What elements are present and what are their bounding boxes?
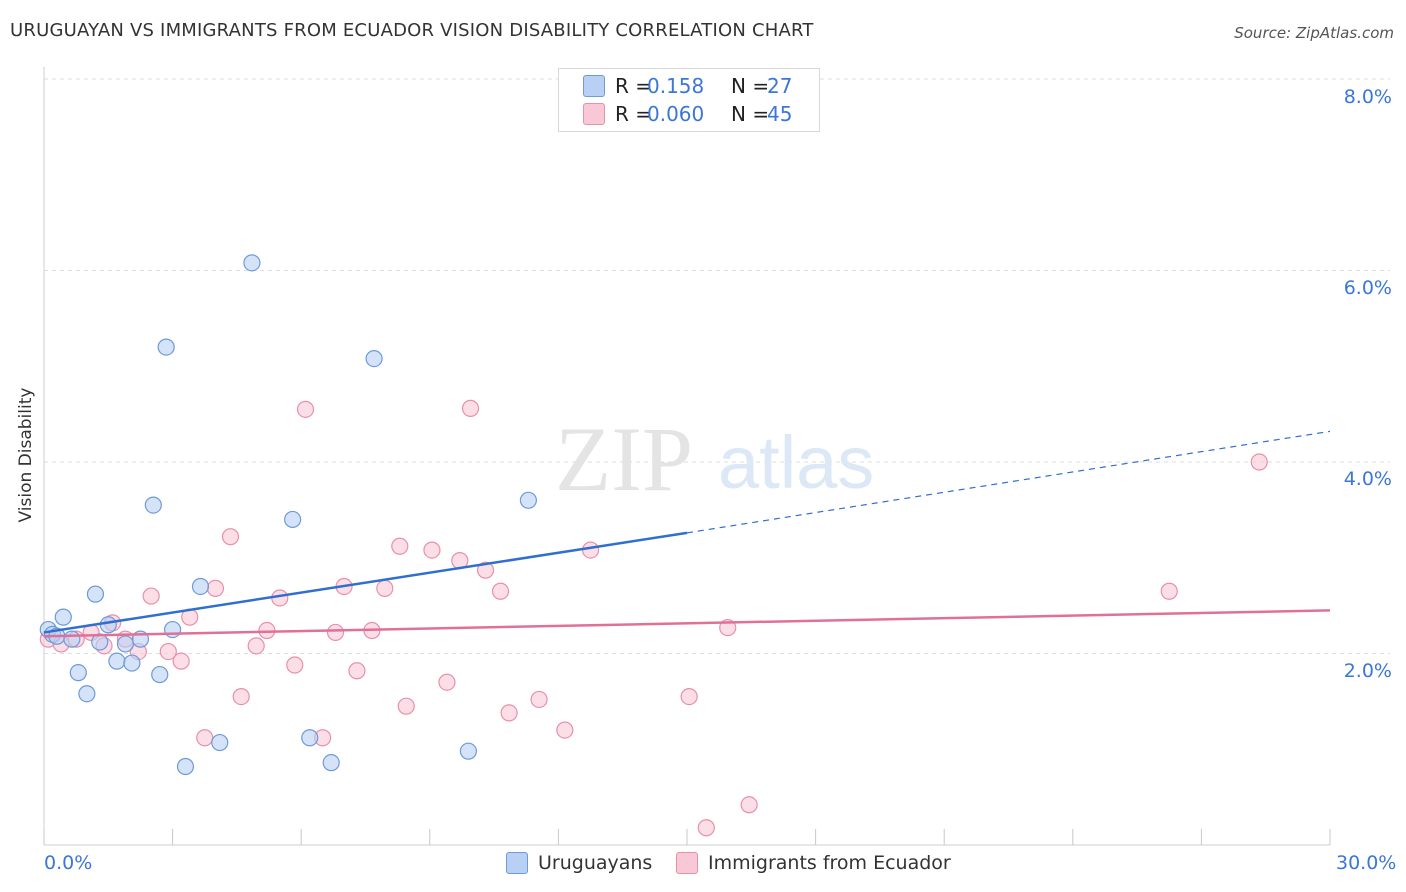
immigrants-point[interactable]: [391, 537, 409, 555]
immigrants-point[interactable]: [1160, 582, 1178, 600]
immigrants-point[interactable]: [348, 662, 366, 680]
legend-r-label: R =: [615, 102, 653, 126]
legend-item-uruguayans[interactable]: Uruguayans: [506, 852, 652, 874]
immigrants-point[interactable]: [172, 652, 190, 670]
y-tick-label-4: 4.0%: [1343, 468, 1392, 490]
immigrants-point[interactable]: [206, 579, 225, 597]
immigrants-point[interactable]: [438, 673, 456, 691]
uruguayans-point[interactable]: [211, 733, 229, 752]
uruguayans-point[interactable]: [322, 754, 340, 772]
legend-row-uruguayans: R = 0.158 N = 27: [583, 73, 815, 99]
immigrants-point[interactable]: [581, 541, 600, 559]
immigrants-point[interactable]: [680, 687, 698, 706]
immigrants-point[interactable]: [530, 690, 548, 709]
uruguayans-trend-line: [43, 531, 688, 634]
uruguayans-point[interactable]: [157, 338, 175, 356]
uruguayans-point[interactable]: [176, 757, 195, 776]
legend-label-immigrants: Immigrants from Ecuador: [708, 852, 951, 874]
immigrants-trend-line: [43, 609, 1331, 638]
legend-row-immigrants: R = 0.060 N = 45: [583, 101, 815, 127]
gridlines: [44, 78, 1390, 654]
uruguayans-point[interactable]: [519, 491, 537, 509]
series-uruguayans-points: [39, 254, 537, 776]
uruguayans-point[interactable]: [54, 608, 72, 626]
legend-n-label: N =: [731, 74, 770, 98]
legend-swatch-pink: [583, 103, 605, 125]
uruguayans-point[interactable]: [144, 496, 162, 514]
watermark: ZIP atlas: [555, 408, 874, 510]
legend-n-label: N =: [731, 102, 770, 126]
legend-n-value: 45: [767, 102, 793, 126]
immigrants-point[interactable]: [376, 579, 394, 597]
immigrants-point[interactable]: [461, 399, 480, 417]
immigrants-point[interactable]: [423, 541, 441, 559]
chart-title: URUGUAYAN VS IMMIGRANTS FROM ECUADOR VIS…: [10, 20, 814, 41]
immigrants-point[interactable]: [397, 697, 415, 715]
legend-n-value: 27: [767, 74, 793, 98]
immigrants-point[interactable]: [247, 637, 265, 655]
legend-r-label: R =: [615, 74, 653, 98]
immigrants-point[interactable]: [500, 704, 518, 722]
legend-label-uruguayans: Uruguayans: [538, 852, 653, 874]
immigrants-point[interactable]: [142, 587, 160, 605]
uruguayans-point[interactable]: [123, 654, 141, 672]
immigrants-point[interactable]: [556, 721, 574, 739]
legend-swatch-blue: [506, 852, 528, 874]
y-tick-label-2: 2.0%: [1343, 660, 1392, 682]
immigrants-point[interactable]: [286, 656, 304, 674]
uruguayans-point[interactable]: [78, 685, 96, 703]
stats-legend: R = 0.158 N = 27 R = 0.060 N = 45: [558, 68, 820, 132]
immigrants-point[interactable]: [196, 729, 214, 747]
uruguayans-point[interactable]: [459, 742, 477, 760]
uruguayans-point[interactable]: [301, 729, 319, 747]
immigrants-point[interactable]: [232, 687, 250, 706]
legend-r-value: 0.158: [647, 74, 705, 98]
legend-item-immigrants[interactable]: Immigrants from Ecuador: [676, 852, 951, 874]
uruguayans-point[interactable]: [69, 664, 87, 682]
trend-lines: [43, 430, 1331, 638]
uruguayans-point[interactable]: [164, 620, 182, 639]
immigrants-point[interactable]: [476, 561, 495, 579]
x-tick-label-max: 30.0%: [1336, 852, 1397, 874]
uruguayans-point[interactable]: [116, 635, 135, 653]
immigrants-point[interactable]: [159, 642, 177, 661]
uruguayans-point[interactable]: [108, 652, 126, 670]
immigrants-point[interactable]: [296, 400, 315, 418]
x-axis-ticks: [43, 829, 1331, 845]
uruguayans-point[interactable]: [99, 616, 117, 634]
immigrants-point[interactable]: [326, 623, 345, 642]
y-tick-label-8: 8.0%: [1343, 86, 1392, 108]
uruguayans-point[interactable]: [365, 349, 383, 368]
y-tick-label-6: 6.0%: [1343, 277, 1392, 299]
watermark-atlas: atlas: [718, 421, 874, 504]
immigrants-point[interactable]: [740, 796, 758, 814]
immigrants-point[interactable]: [1250, 453, 1268, 471]
uruguayans-point[interactable]: [284, 510, 302, 529]
x-tick-label-min: 0.0%: [44, 852, 93, 874]
watermark-zip: ZIP: [555, 408, 693, 510]
immigrants-point[interactable]: [221, 528, 240, 546]
source-label: Source: ZipAtlas.com: [1234, 24, 1394, 42]
uruguayans-point[interactable]: [63, 630, 81, 648]
uruguayans-point[interactable]: [151, 665, 169, 684]
legend-swatch-blue: [583, 75, 605, 97]
legend-r-value: 0.060: [647, 102, 705, 126]
uruguayans-point[interactable]: [86, 585, 105, 603]
immigrants-point[interactable]: [697, 819, 715, 837]
uruguayans-point[interactable]: [191, 577, 210, 596]
legend-swatch-pink: [676, 852, 698, 874]
immigrants-point[interactable]: [491, 582, 510, 600]
uruguayans-trend-extension: [686, 430, 1331, 534]
uruguayans-point[interactable]: [243, 254, 261, 272]
